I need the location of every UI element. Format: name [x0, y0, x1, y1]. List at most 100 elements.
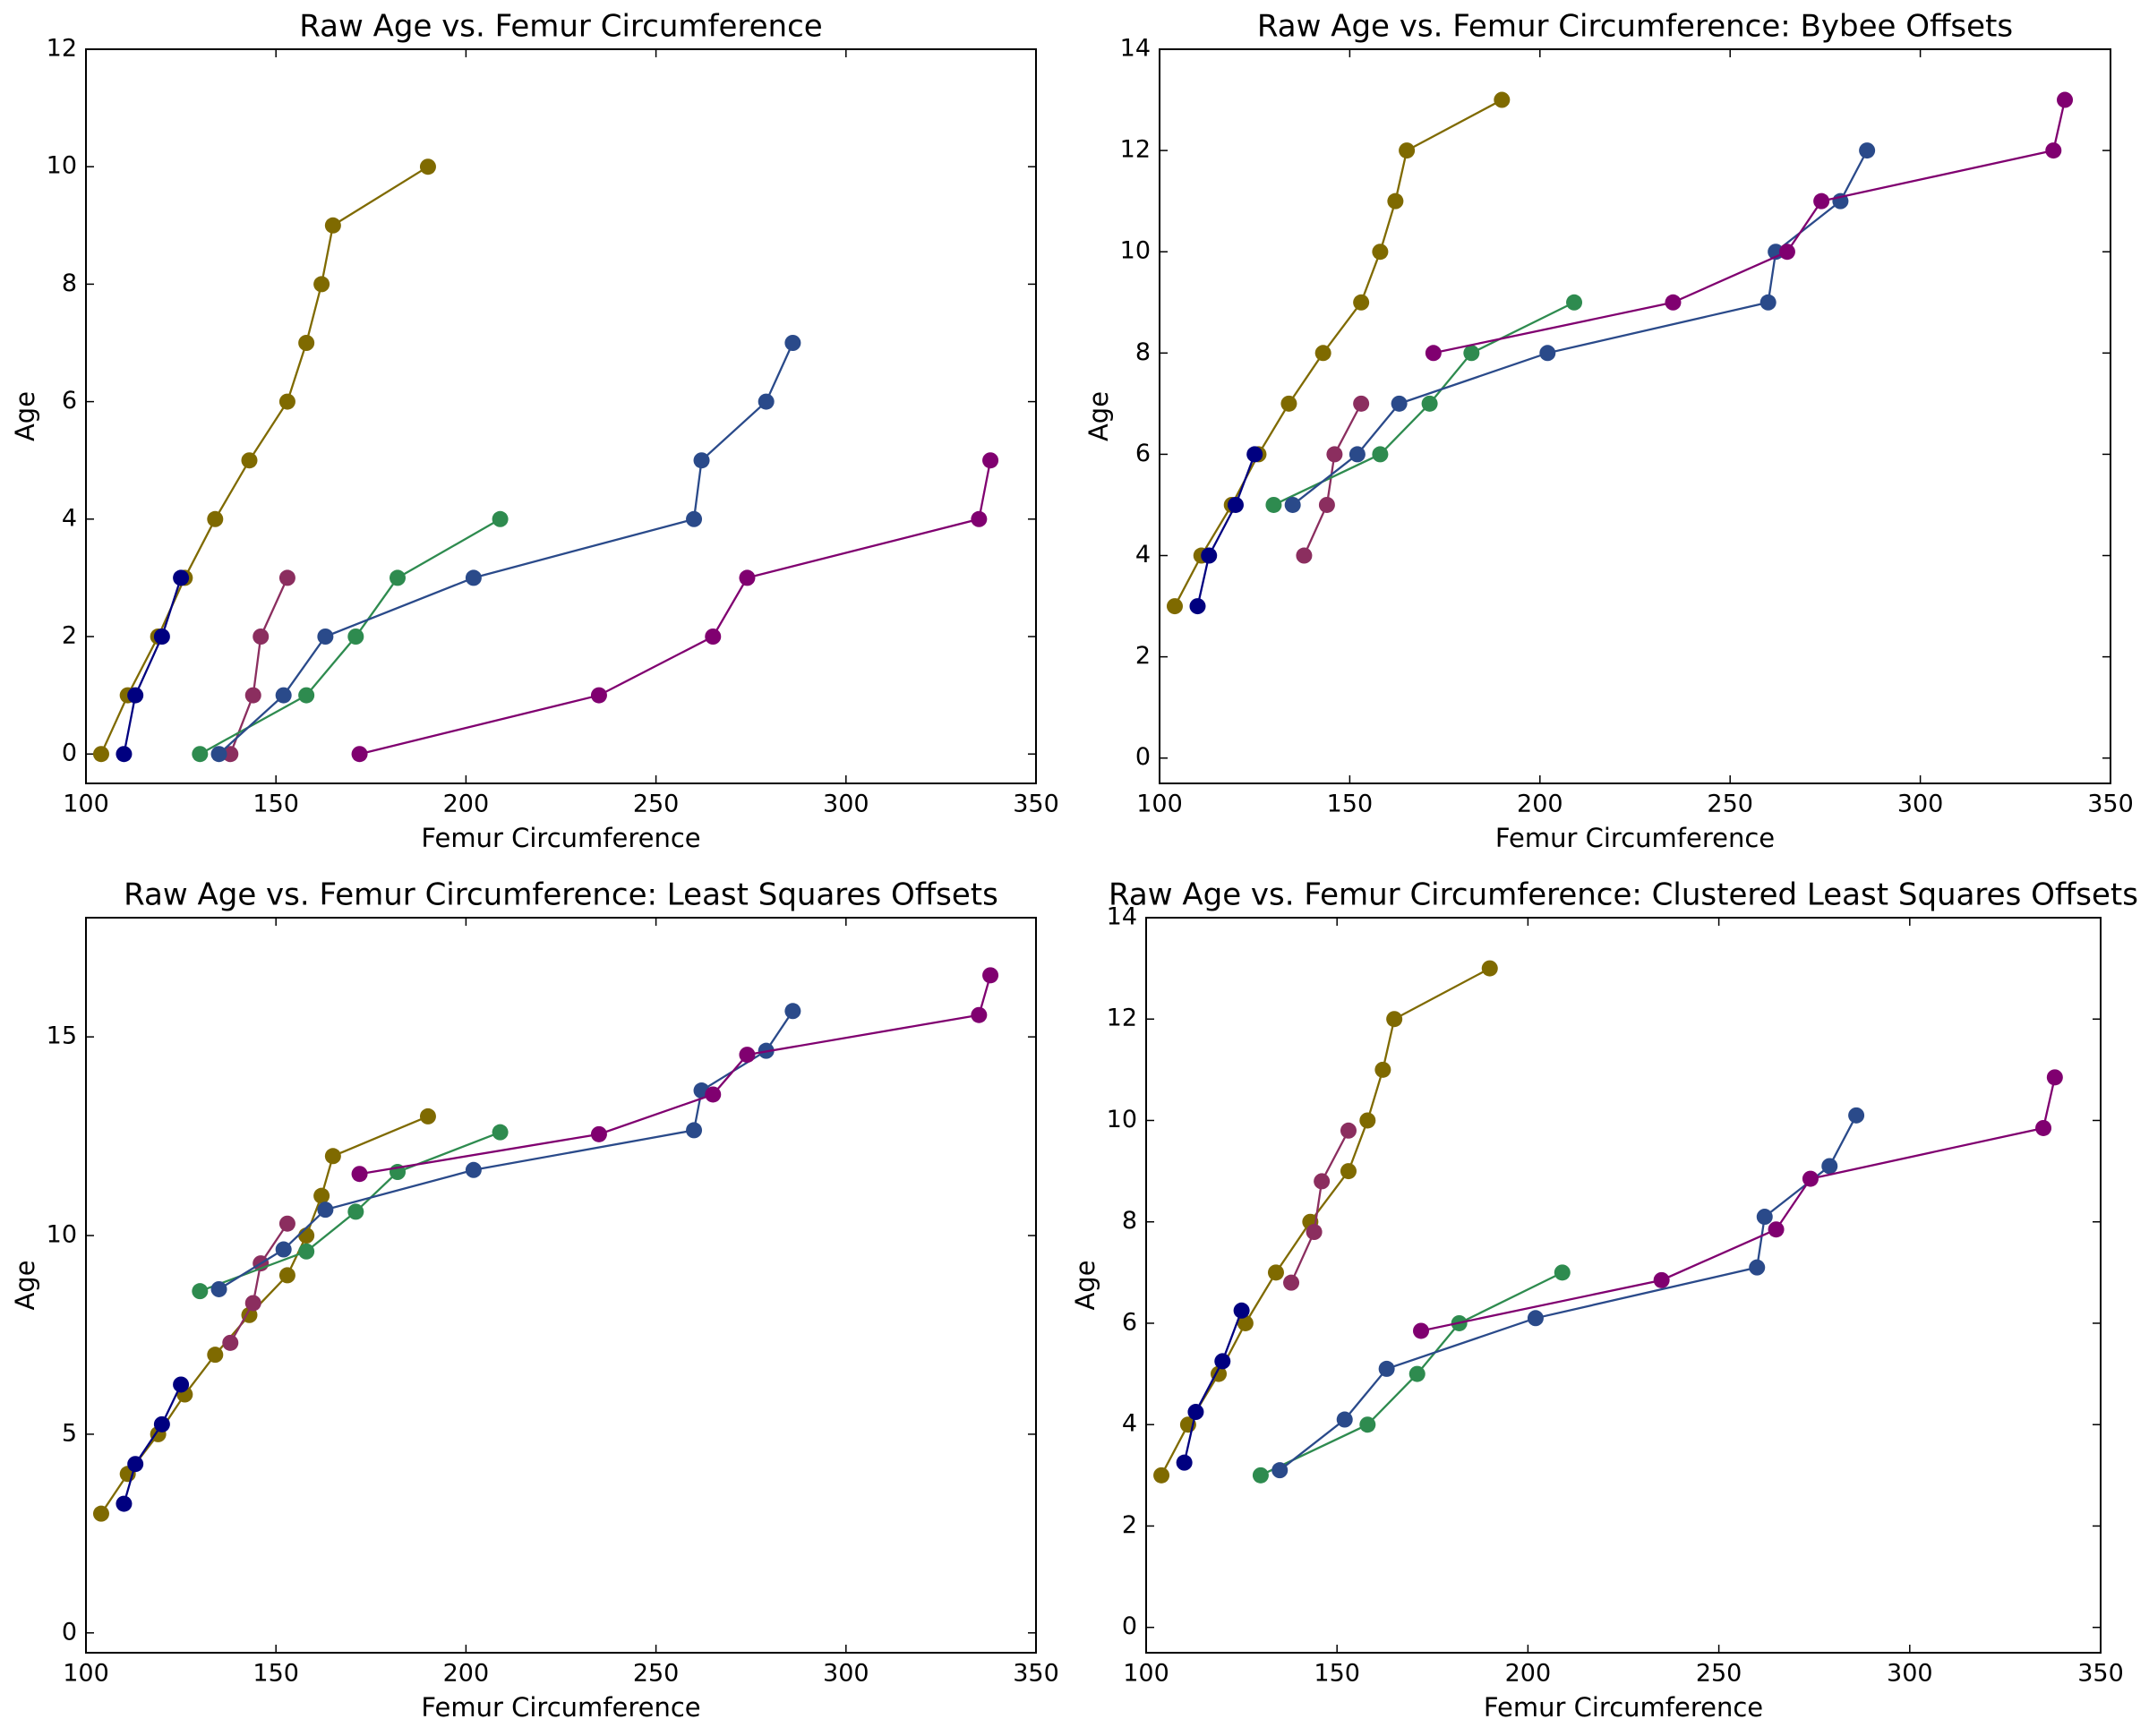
series-line	[359, 975, 992, 1176]
point	[324, 217, 341, 234]
point	[192, 1283, 209, 1300]
x-tick-label: 300	[823, 791, 869, 818]
series-line	[1173, 98, 1503, 607]
x-tick-label: 200	[1505, 1660, 1552, 1688]
series-line	[123, 577, 183, 755]
x-tick-label: 300	[823, 1660, 869, 1688]
point	[1821, 1158, 1838, 1175]
point	[1768, 1221, 1785, 1238]
point	[693, 452, 710, 469]
point	[278, 393, 295, 410]
point	[1413, 1322, 1430, 1339]
y-tick-label: 8	[1122, 1207, 1137, 1235]
y-tick-label: 8	[62, 269, 77, 297]
point	[971, 1006, 988, 1023]
point	[1176, 1454, 1193, 1471]
y-tick-label: 2	[62, 622, 77, 650]
point	[1566, 294, 1583, 311]
y-tick-label: 0	[62, 740, 77, 767]
point	[1408, 1365, 1426, 1382]
point	[207, 510, 224, 527]
point	[982, 967, 999, 984]
x-tick-label: 250	[1707, 791, 1753, 818]
y-tick-label: 5	[62, 1419, 77, 1447]
y-axis-label: Age	[1070, 1260, 1100, 1310]
point	[278, 1215, 295, 1232]
point	[971, 510, 988, 527]
point	[324, 1148, 341, 1165]
point	[244, 1295, 261, 1312]
point	[1189, 598, 1206, 615]
point	[758, 393, 775, 410]
y-tick-label: 2	[1122, 1511, 1137, 1539]
y-tick-label: 4	[1135, 541, 1151, 569]
point	[1227, 496, 1244, 513]
x-tick-label: 350	[2087, 791, 2134, 818]
point	[210, 1280, 227, 1297]
point	[1494, 91, 1511, 108]
y-axis-label: Age	[1083, 391, 1114, 441]
point	[1749, 1259, 1766, 1276]
series-line	[359, 459, 992, 756]
x-axis-label: Femur Circumference	[421, 1692, 700, 1723]
point	[2035, 1119, 2052, 1136]
point	[1463, 345, 1480, 362]
point	[253, 629, 270, 645]
point	[1340, 1163, 1357, 1180]
point	[2057, 91, 2074, 108]
point	[127, 1456, 144, 1473]
point	[1372, 446, 1389, 463]
y-tick-label: 10	[47, 152, 77, 180]
y-axis-label: Age	[10, 391, 40, 441]
point	[590, 687, 607, 704]
point	[1802, 1170, 1819, 1187]
point	[1399, 142, 1416, 159]
point	[173, 1376, 190, 1393]
point	[784, 1003, 801, 1020]
point	[222, 746, 239, 763]
point	[492, 510, 509, 527]
point	[1353, 294, 1370, 311]
point	[1336, 1411, 1353, 1428]
point	[298, 1243, 315, 1260]
y-tick-label: 10	[1107, 1106, 1137, 1133]
point	[1386, 1011, 1403, 1028]
point	[982, 452, 999, 469]
point	[1153, 1467, 1170, 1484]
series-line	[1303, 403, 1363, 556]
point	[705, 629, 722, 645]
series-line	[1279, 1115, 1858, 1472]
point	[347, 629, 364, 645]
point	[1348, 446, 1366, 463]
point	[390, 569, 407, 586]
point	[1340, 1122, 1357, 1139]
point	[1387, 192, 1404, 210]
point	[419, 158, 436, 175]
point	[116, 1495, 133, 1512]
point	[1391, 395, 1408, 412]
point	[298, 687, 315, 704]
point	[419, 1107, 436, 1125]
x-tick-label: 100	[63, 1660, 109, 1688]
x-axis-label: Femur Circumference	[421, 823, 700, 853]
plot-frame	[1145, 917, 2102, 1654]
point	[1425, 345, 1442, 362]
point	[686, 1122, 703, 1139]
point	[1187, 1404, 1204, 1421]
point	[278, 569, 295, 586]
series-line	[229, 577, 288, 755]
point	[313, 276, 330, 293]
series-line	[123, 1383, 183, 1504]
point	[1306, 1224, 1323, 1241]
subplot: Raw Age vs. Femur Circumference: Bybee O…	[1083, 9, 2134, 854]
point	[1359, 1112, 1376, 1129]
x-tick-label: 250	[633, 791, 680, 818]
series-line	[1289, 1130, 1350, 1284]
series-line	[1160, 967, 1491, 1476]
x-tick-label: 350	[1013, 791, 1059, 818]
chart-title: Raw Age vs. Femur Circumference: Cluster…	[1109, 877, 2138, 913]
x-tick-label: 150	[253, 1660, 299, 1688]
series-line	[1420, 1077, 2056, 1332]
x-tick-label: 250	[1696, 1660, 1742, 1688]
